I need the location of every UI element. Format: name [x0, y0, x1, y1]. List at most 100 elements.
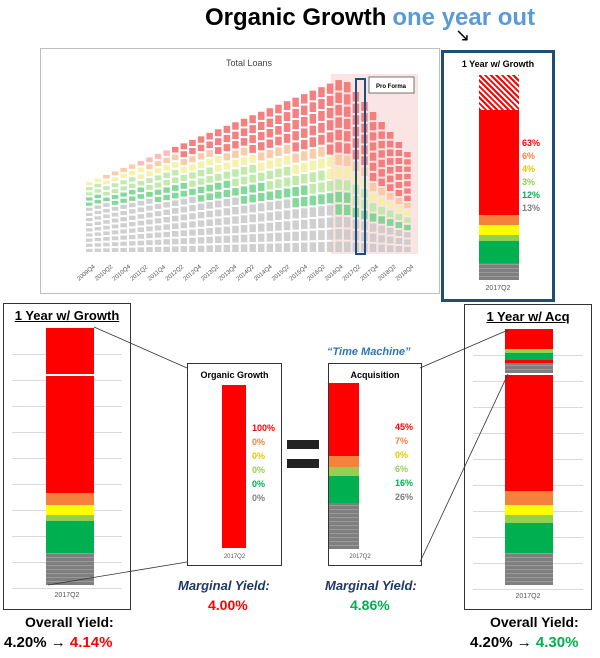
column-block	[249, 234, 256, 243]
column-block	[369, 243, 377, 252]
column-block	[154, 239, 162, 245]
column-block	[395, 222, 403, 228]
column-block	[137, 240, 145, 246]
overall-yield-left: 4.20% → 4.14%	[4, 634, 112, 651]
column-block	[266, 129, 274, 138]
title-main: Organic Growth	[205, 4, 387, 31]
column-block	[120, 186, 127, 191]
column-block	[258, 121, 265, 131]
column-block	[318, 182, 325, 193]
column-block	[240, 118, 248, 127]
column-block	[180, 143, 188, 150]
column-block	[154, 182, 162, 188]
right-bar-segment	[505, 360, 553, 363]
column-block	[292, 97, 299, 107]
acq-bar-segment	[329, 476, 359, 503]
column-block	[103, 203, 110, 207]
column-block	[206, 184, 213, 192]
column-block	[146, 247, 153, 252]
column-block	[206, 141, 213, 149]
column-block	[378, 225, 385, 234]
column-block	[232, 235, 239, 243]
pct-label: 12%	[522, 190, 541, 200]
column-block	[180, 214, 188, 221]
column-block	[344, 118, 351, 130]
right-bar-segment	[505, 373, 553, 375]
column-block	[129, 241, 136, 246]
column-block	[146, 240, 153, 246]
column-block	[154, 175, 162, 181]
column-block	[154, 225, 162, 231]
column-block	[309, 218, 317, 229]
column-block	[249, 174, 256, 183]
column-block	[86, 182, 93, 186]
column-block	[163, 187, 170, 193]
column-block	[223, 153, 231, 161]
left-bar-segment	[46, 515, 94, 521]
column-block	[232, 206, 239, 215]
column-block	[154, 196, 162, 202]
column-block	[240, 225, 248, 233]
column-block	[369, 122, 377, 131]
column-block	[172, 169, 179, 176]
column-block	[223, 125, 231, 133]
column-block	[111, 248, 119, 252]
column-block	[301, 128, 308, 138]
column-block	[283, 177, 291, 187]
left-bar-segment	[46, 521, 94, 553]
column-block	[404, 166, 411, 172]
left-bar-segment	[46, 505, 94, 515]
column-block	[387, 158, 394, 165]
column-block	[163, 150, 170, 156]
column-block	[206, 193, 213, 201]
column-block	[215, 245, 222, 252]
column-block	[369, 223, 377, 232]
top-bar-segment	[479, 75, 519, 110]
column-block	[266, 233, 274, 242]
column-block	[172, 200, 179, 207]
column-block	[154, 189, 162, 195]
column-block	[172, 208, 179, 214]
column-block	[395, 246, 403, 252]
column-block	[395, 158, 403, 164]
column-block	[344, 82, 351, 93]
right-bar-segment	[505, 363, 553, 373]
column-block	[111, 242, 119, 247]
pct-label: 26%	[395, 492, 414, 502]
highlight-column	[355, 78, 366, 255]
column-block	[309, 113, 317, 124]
column-block	[301, 151, 308, 161]
column-block	[180, 238, 188, 245]
column-block	[344, 217, 351, 228]
pct-label: 16%	[395, 478, 414, 488]
column-block	[335, 92, 342, 103]
column-block	[154, 168, 162, 174]
column-block	[129, 183, 136, 189]
column-block	[180, 222, 188, 229]
column-block	[283, 155, 291, 165]
column-block	[129, 234, 136, 240]
column-block	[326, 217, 334, 228]
column-block	[395, 150, 403, 156]
column-block	[111, 183, 119, 188]
marginal-yield-label-right: Marginal Yield:	[325, 578, 417, 593]
column-block	[309, 195, 317, 206]
column-block	[94, 189, 102, 193]
column-block	[232, 216, 239, 224]
column-block	[215, 191, 222, 199]
column-block	[387, 140, 394, 148]
column-block	[344, 229, 351, 240]
column-block	[86, 197, 93, 201]
column-block	[240, 234, 248, 243]
column-block	[266, 149, 274, 159]
overall-yield-from: 4.20% →	[470, 634, 532, 651]
column-block	[146, 171, 153, 177]
column-block	[111, 224, 119, 229]
column-block	[404, 181, 411, 187]
column-block	[249, 154, 256, 163]
top-bar-segment	[479, 235, 519, 241]
column-block	[137, 207, 145, 213]
column-block	[137, 220, 145, 226]
column-block	[111, 236, 119, 241]
column-block	[189, 245, 196, 252]
